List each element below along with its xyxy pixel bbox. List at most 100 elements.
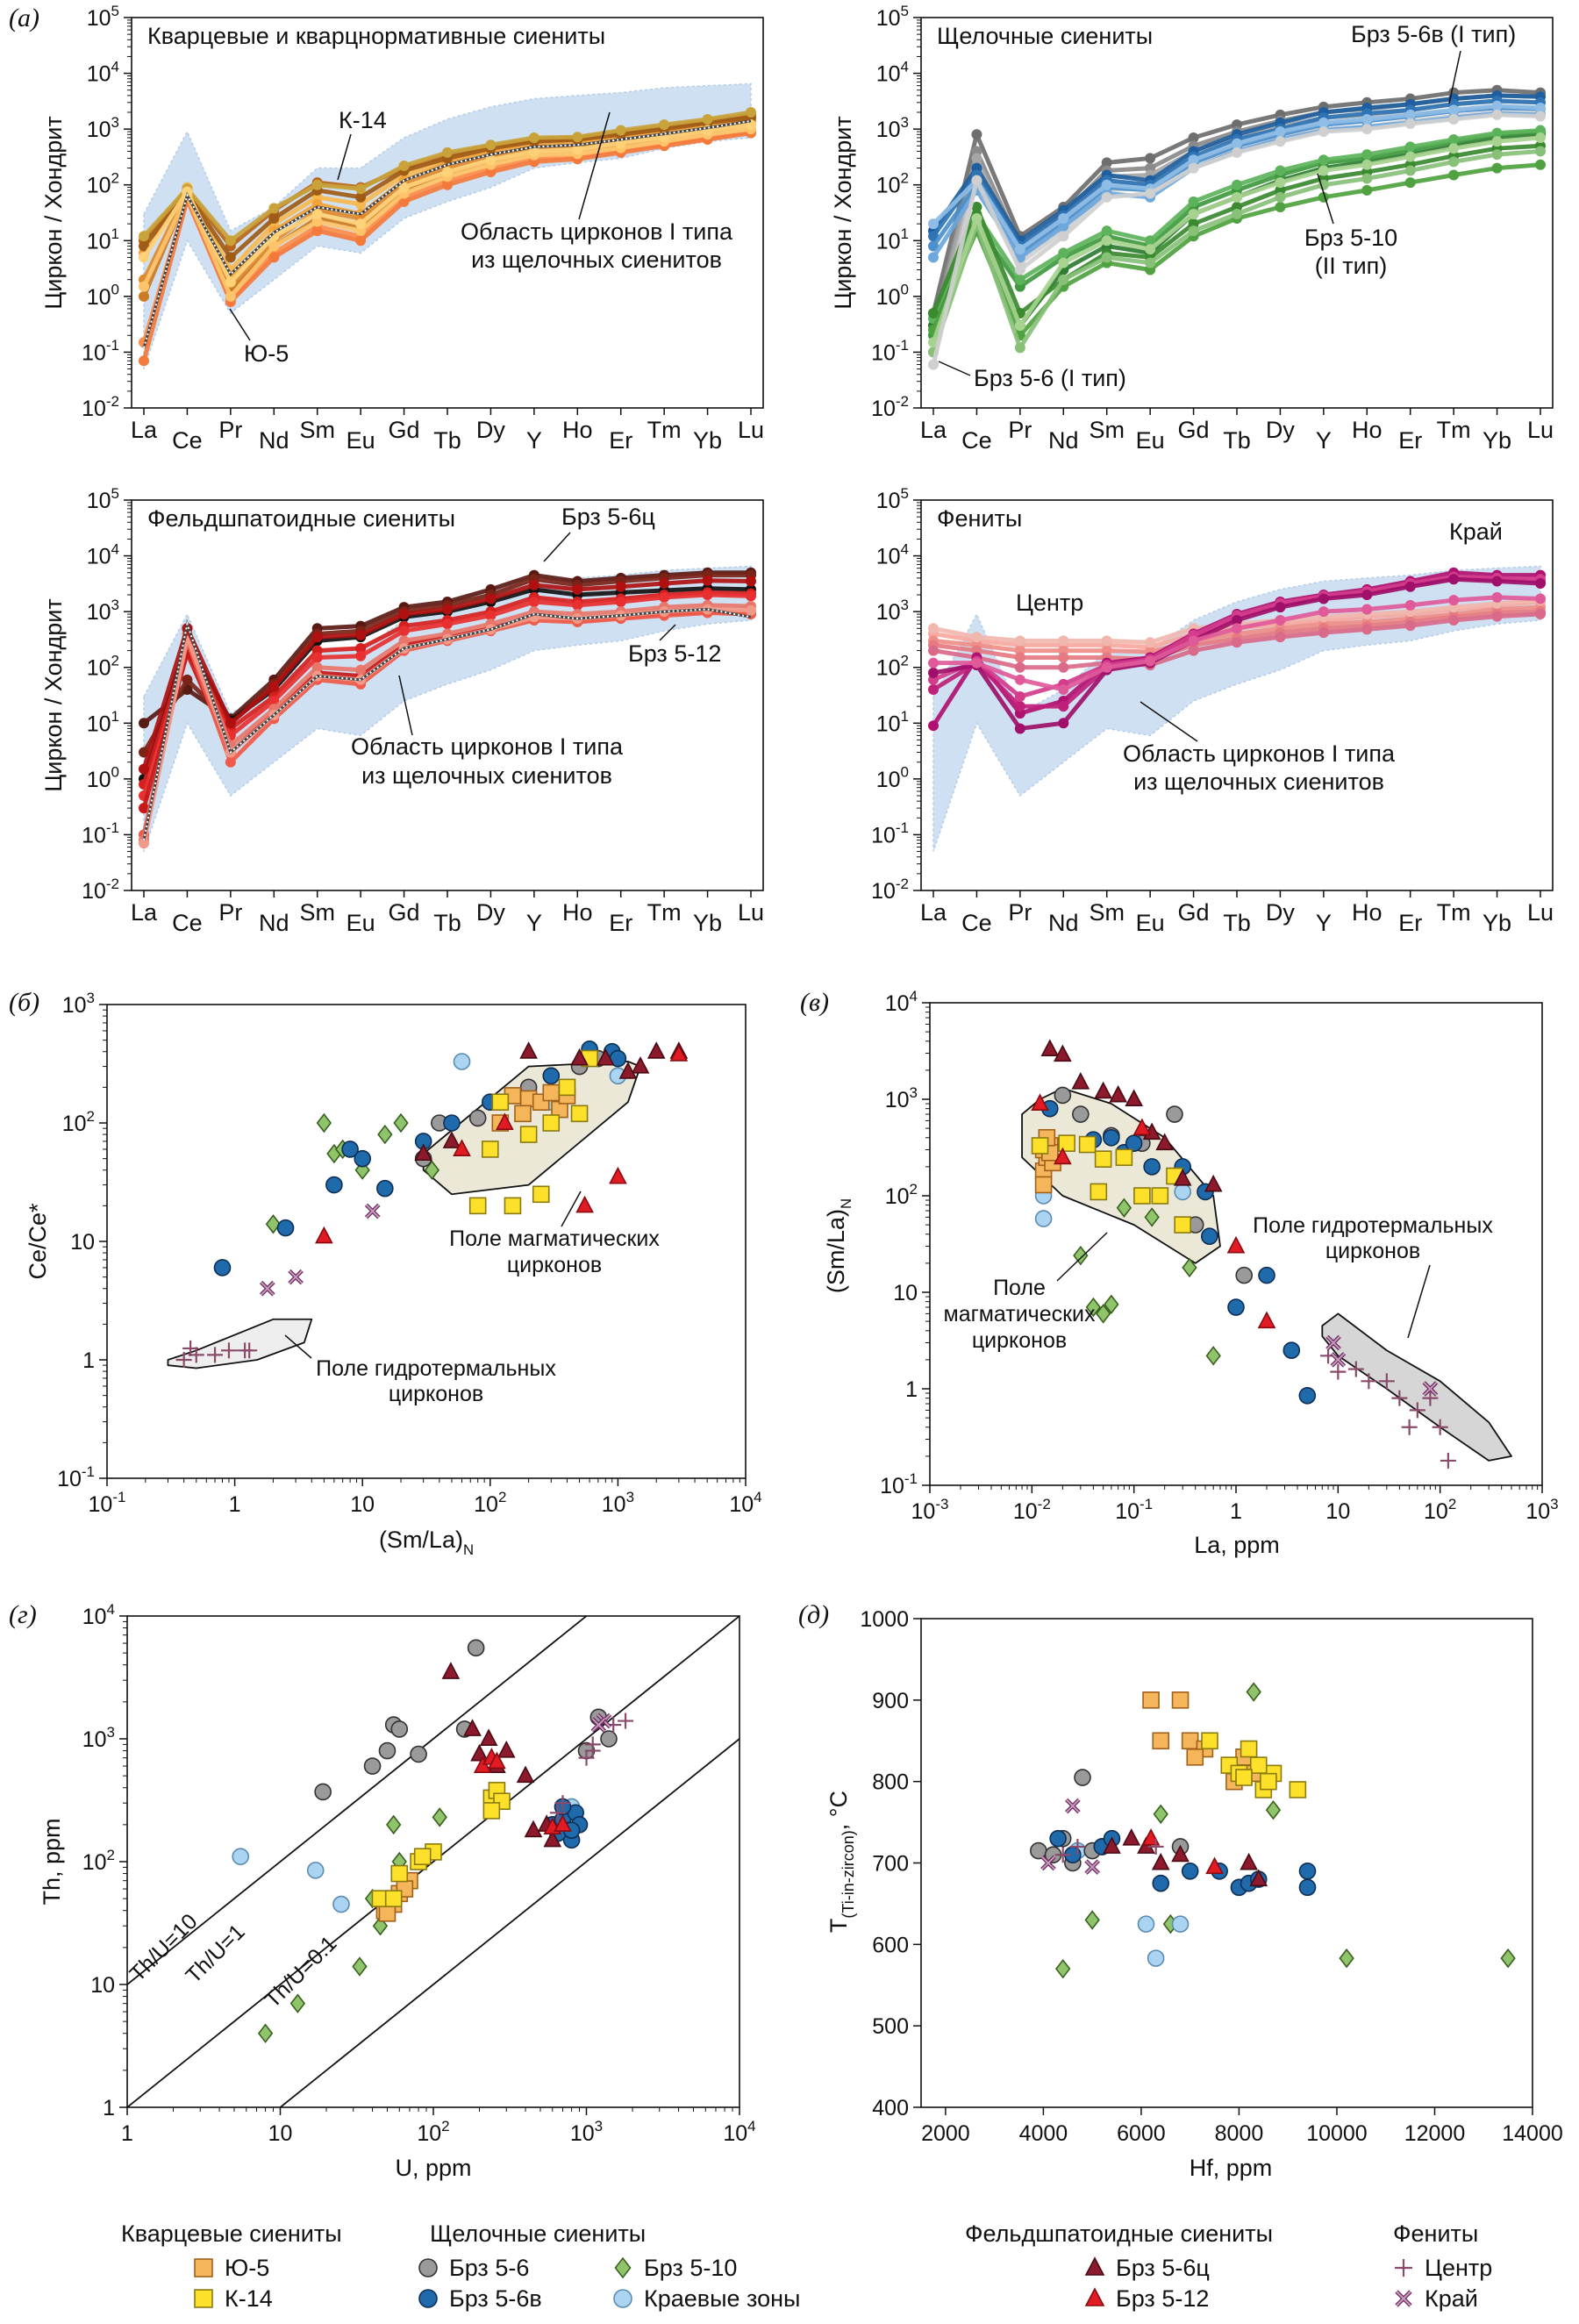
y-tick-label: 102 bbox=[62, 1108, 95, 1136]
point-B510-shape bbox=[1153, 1804, 1168, 1825]
legend-marker-B56v bbox=[418, 2289, 438, 2308]
point-K14 bbox=[482, 1802, 501, 1820]
point-B510 bbox=[1084, 1910, 1100, 1930]
point-B56c-shape bbox=[1240, 1852, 1258, 1870]
point-Edge bbox=[1137, 1915, 1155, 1933]
point-B56v-shape bbox=[1298, 1862, 1317, 1880]
x-tick-label: Ce bbox=[172, 910, 203, 936]
point-B56v bbox=[1227, 1298, 1245, 1316]
series-point bbox=[659, 591, 670, 603]
series-point bbox=[971, 129, 982, 140]
point-Center bbox=[1378, 1373, 1395, 1390]
legend-marker-B56c bbox=[1084, 2256, 1105, 2276]
series-point bbox=[1058, 701, 1069, 712]
point-B56c-shape bbox=[543, 1829, 562, 1848]
series-point bbox=[928, 218, 939, 230]
magmatic-field-label-2: магматических bbox=[944, 1302, 1096, 1326]
series-point bbox=[1014, 723, 1025, 734]
x-tick-label: 14000 bbox=[1502, 2121, 1563, 2146]
x-tick-label: Dy bbox=[1266, 899, 1295, 926]
point-B56-shape bbox=[363, 1757, 382, 1775]
magmatic-field bbox=[1021, 1087, 1221, 1264]
legend: Кварцевые сиениты Ю-5 К-14 Щелочные сиениты… bbox=[121, 2220, 1492, 2312]
series-point bbox=[1058, 274, 1069, 285]
panel-title: Фельдшпатоидные сиениты bbox=[147, 505, 455, 532]
point-K14 bbox=[1151, 1187, 1169, 1205]
legend-marker-Edge-shape bbox=[613, 2289, 632, 2308]
point-B56 bbox=[363, 1757, 382, 1775]
y-tick-label: 103 bbox=[87, 114, 119, 142]
point-Yu5 bbox=[1171, 1691, 1190, 1709]
point-B56c-shape bbox=[1125, 1089, 1143, 1106]
point-K14-shape bbox=[1058, 1134, 1075, 1152]
point-B56v-shape bbox=[1200, 1227, 1218, 1246]
x-tick-label: Lu bbox=[1527, 899, 1554, 926]
series-point bbox=[139, 231, 149, 242]
point-B56-shape bbox=[467, 1639, 485, 1657]
point-B56-shape bbox=[314, 1783, 332, 1801]
series-point bbox=[572, 144, 583, 155]
x-tick-label: Dy bbox=[476, 417, 505, 443]
series-point bbox=[659, 119, 670, 131]
series-point bbox=[1491, 100, 1503, 111]
series-point bbox=[1014, 244, 1025, 255]
y-tick-label: 10-1 bbox=[871, 337, 909, 365]
point-K14-shape bbox=[532, 1185, 550, 1204]
series-point bbox=[702, 113, 713, 125]
series-point bbox=[1535, 125, 1546, 136]
point-Edge_f-d2i bbox=[1041, 1856, 1055, 1870]
point-Center bbox=[578, 1749, 595, 1766]
point-B512 bbox=[575, 1195, 594, 1213]
series-point bbox=[485, 610, 497, 621]
point-K14-shape bbox=[1115, 1148, 1133, 1167]
point-B512-shape bbox=[669, 1044, 689, 1062]
point-B512 bbox=[315, 1226, 333, 1244]
point-K14-shape bbox=[504, 1197, 522, 1215]
point-B56v bbox=[443, 1114, 461, 1132]
y-axis-label: Циркон / Хондрит bbox=[830, 116, 856, 309]
type1-field-area bbox=[932, 565, 1541, 852]
x-tick-label: Tm bbox=[1437, 899, 1471, 926]
y-tick-label: 101 bbox=[87, 708, 119, 736]
point-B56 bbox=[378, 1741, 397, 1760]
series-point bbox=[1232, 179, 1242, 190]
series-point bbox=[702, 590, 713, 601]
series-point bbox=[311, 216, 323, 227]
point-Edge-shape bbox=[1174, 1183, 1191, 1201]
point-B56c-shape bbox=[1040, 1039, 1060, 1056]
y-tick-label: 100 bbox=[87, 764, 119, 792]
point-K14 bbox=[1031, 1137, 1049, 1155]
point-B56 bbox=[1072, 1105, 1090, 1123]
series-point bbox=[1014, 661, 1025, 673]
x-tick-label: Lu bbox=[1527, 417, 1554, 443]
legend-marker-B512 bbox=[1084, 2287, 1105, 2306]
point-Edge-shape bbox=[306, 1862, 325, 1879]
series-point bbox=[1101, 157, 1112, 168]
point-Edge bbox=[1147, 1949, 1165, 1967]
x-tick-label: Ce bbox=[961, 910, 992, 936]
point-B56c-shape bbox=[570, 1048, 589, 1066]
series-point bbox=[1058, 221, 1069, 232]
point-B56c-shape bbox=[441, 1662, 461, 1679]
series-point bbox=[355, 664, 367, 676]
series-point bbox=[1361, 604, 1373, 615]
series-point bbox=[1232, 623, 1242, 634]
point-B56c bbox=[570, 1048, 589, 1066]
legend-label: Брз 5-6в bbox=[449, 2285, 542, 2312]
series-point bbox=[1145, 637, 1156, 648]
x-tick-label: Y bbox=[1316, 910, 1332, 936]
point-B512 bbox=[1226, 1235, 1246, 1254]
legend-label: Центр bbox=[1425, 2255, 1492, 2281]
ref-line bbox=[127, 1616, 739, 2107]
series-point bbox=[1275, 126, 1286, 138]
point-Center bbox=[1347, 1361, 1364, 1377]
x-tick-label: 10 bbox=[1325, 1499, 1350, 1524]
point-B56c-shape bbox=[1103, 1836, 1121, 1854]
point-B56v bbox=[1200, 1227, 1218, 1246]
series-point bbox=[1014, 701, 1025, 712]
point-B510 bbox=[1095, 1304, 1111, 1324]
panel-title: Щелочные сиениты bbox=[937, 23, 1153, 49]
y-tick-label: 1 bbox=[103, 2096, 115, 2120]
series-point bbox=[139, 718, 149, 729]
point-Edge_f bbox=[590, 1717, 607, 1733]
